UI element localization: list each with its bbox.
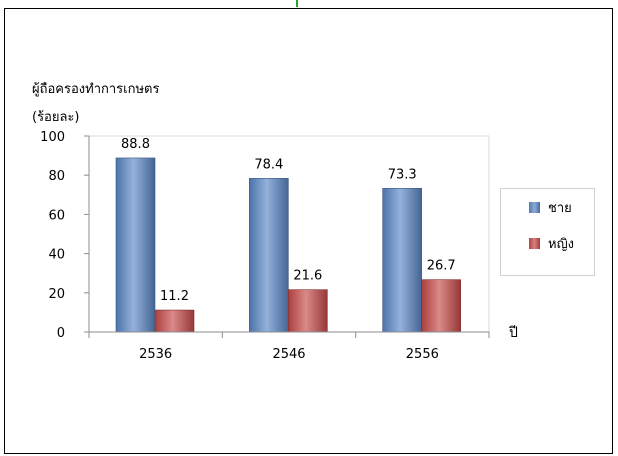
bar-2556-male — [382, 188, 422, 333]
legend-label-female: หญิง — [548, 236, 574, 252]
x-axis-title: ปี — [509, 325, 518, 341]
legend-swatch-male — [529, 201, 540, 213]
y-tick-label: 100 — [40, 130, 65, 145]
y-axis-title: ผู้ถือครองทำการเกษตร — [32, 82, 160, 97]
bar-2536-female — [154, 309, 195, 333]
y-tick-label: 40 — [48, 248, 65, 263]
legend-item-male: ชาย — [529, 199, 572, 216]
top-accent-mark — [296, 0, 298, 7]
data-label: 11.2 — [160, 289, 189, 304]
x-tick-label: 2546 — [272, 347, 305, 362]
data-label: 21.6 — [293, 269, 322, 284]
bar-2556-female — [421, 279, 461, 333]
data-label: 26.7 — [427, 259, 456, 274]
y-tick-label: 80 — [48, 169, 65, 184]
y-tick-label: 60 — [48, 208, 65, 223]
x-tick-label: 2536 — [139, 347, 172, 362]
data-label: 88.8 — [121, 137, 150, 152]
y-tick-label: 20 — [48, 287, 65, 302]
y-axis-unit: (ร้อยละ) — [32, 110, 80, 125]
y-tick-label: 0 — [57, 326, 65, 341]
legend-label-male: ชาย — [548, 200, 572, 216]
data-label: 73.3 — [388, 167, 417, 182]
legend-swatch-female — [529, 237, 540, 249]
legend-item-female: หญิง — [529, 235, 574, 252]
data-label: 78.4 — [254, 157, 283, 172]
x-tick-label: 2556 — [406, 347, 439, 362]
legend: ชาย หญิง — [500, 188, 595, 276]
bar-2546-male — [249, 178, 289, 333]
bar-2536-male — [115, 157, 156, 333]
bar-2546-female — [288, 289, 328, 333]
